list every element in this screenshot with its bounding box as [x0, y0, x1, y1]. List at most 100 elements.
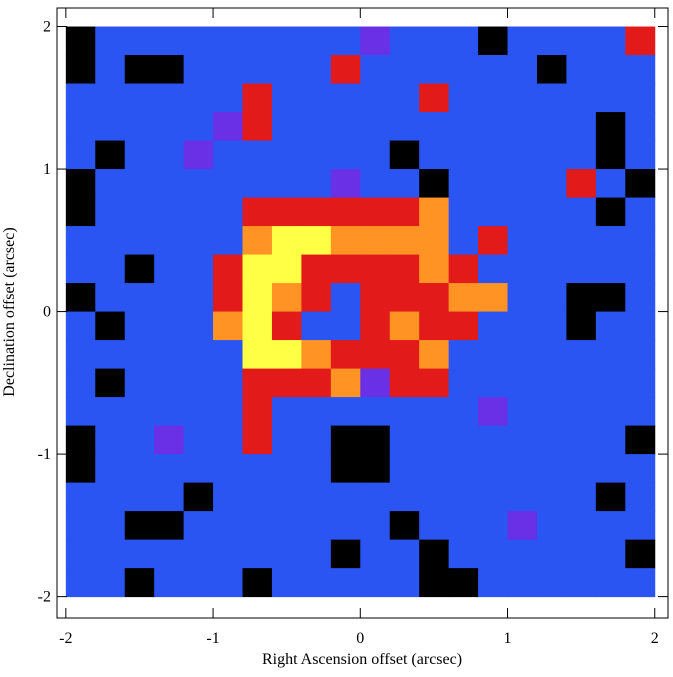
cell: [301, 226, 332, 256]
cell: [536, 454, 567, 484]
cell: [95, 397, 126, 427]
cell: [360, 112, 391, 142]
cell: [301, 340, 332, 370]
cell: [595, 226, 626, 256]
cell: [566, 340, 597, 370]
cell: [124, 197, 155, 227]
cell: [566, 83, 597, 113]
cell: [389, 511, 420, 541]
cell: [625, 368, 656, 398]
cell: [419, 226, 450, 256]
cell: [478, 55, 509, 85]
cell: [95, 197, 126, 227]
cell: [419, 340, 450, 370]
cell: [448, 83, 479, 113]
cell: [95, 83, 126, 113]
cell: [536, 311, 567, 341]
cell: [625, 539, 656, 569]
cell: [536, 397, 567, 427]
cell: [566, 511, 597, 541]
cell: [360, 254, 391, 284]
cell: [330, 283, 361, 313]
cell: [154, 55, 185, 85]
cell: [507, 254, 538, 284]
cell: [536, 112, 567, 142]
cell: [478, 112, 509, 142]
cell: [536, 226, 567, 256]
cell: [95, 254, 126, 284]
cell: [389, 226, 420, 256]
cell: [478, 283, 509, 313]
cell: [183, 311, 214, 341]
cell: [536, 425, 567, 455]
cell: [478, 454, 509, 484]
cell: [478, 482, 509, 512]
cell: [95, 55, 126, 85]
cell: [213, 283, 244, 313]
cell: [271, 140, 302, 170]
y-tick-label: 2: [43, 19, 51, 36]
cell: [389, 340, 420, 370]
cell: [389, 169, 420, 199]
cell: [419, 511, 450, 541]
cell: [330, 425, 361, 455]
cell: [478, 368, 509, 398]
y-tick-label: -1: [38, 446, 51, 463]
cell: [330, 55, 361, 85]
cell: [124, 112, 155, 142]
cell: [595, 112, 626, 142]
cell: [507, 26, 538, 56]
cell: [95, 140, 126, 170]
cell: [65, 368, 96, 398]
cell: [95, 568, 126, 598]
cell: [154, 140, 185, 170]
cell: [154, 83, 185, 113]
cell: [625, 26, 656, 56]
cell: [536, 197, 567, 227]
cell: [301, 425, 332, 455]
cell: [566, 425, 597, 455]
cell: [154, 226, 185, 256]
cell: [478, 568, 509, 598]
cell: [213, 254, 244, 284]
cell: [242, 140, 273, 170]
cell: [360, 55, 391, 85]
cell: [271, 454, 302, 484]
cell: [360, 226, 391, 256]
cell: [183, 340, 214, 370]
cell: [330, 112, 361, 142]
cell: [536, 83, 567, 113]
cell: [330, 454, 361, 484]
cell: [95, 169, 126, 199]
cell: [360, 454, 391, 484]
cell: [65, 140, 96, 170]
cell: [271, 169, 302, 199]
cell: [478, 425, 509, 455]
cell: [124, 340, 155, 370]
cell: [507, 112, 538, 142]
cell: [360, 511, 391, 541]
cell: [595, 140, 626, 170]
cell: [154, 283, 185, 313]
cell: [389, 425, 420, 455]
cell: [95, 311, 126, 341]
cell: [389, 112, 420, 142]
cell: [124, 397, 155, 427]
cell: [536, 340, 567, 370]
cell: [478, 26, 509, 56]
cell: [566, 254, 597, 284]
cell: [213, 454, 244, 484]
cell: [271, 340, 302, 370]
cell: [242, 368, 273, 398]
cell: [330, 539, 361, 569]
cell: [242, 112, 273, 142]
cell: [65, 83, 96, 113]
cell: [301, 454, 332, 484]
cell: [360, 397, 391, 427]
cell: [478, 511, 509, 541]
cell: [536, 368, 567, 398]
cell: [124, 55, 155, 85]
cell: [536, 55, 567, 85]
cell: [419, 568, 450, 598]
cell: [271, 197, 302, 227]
